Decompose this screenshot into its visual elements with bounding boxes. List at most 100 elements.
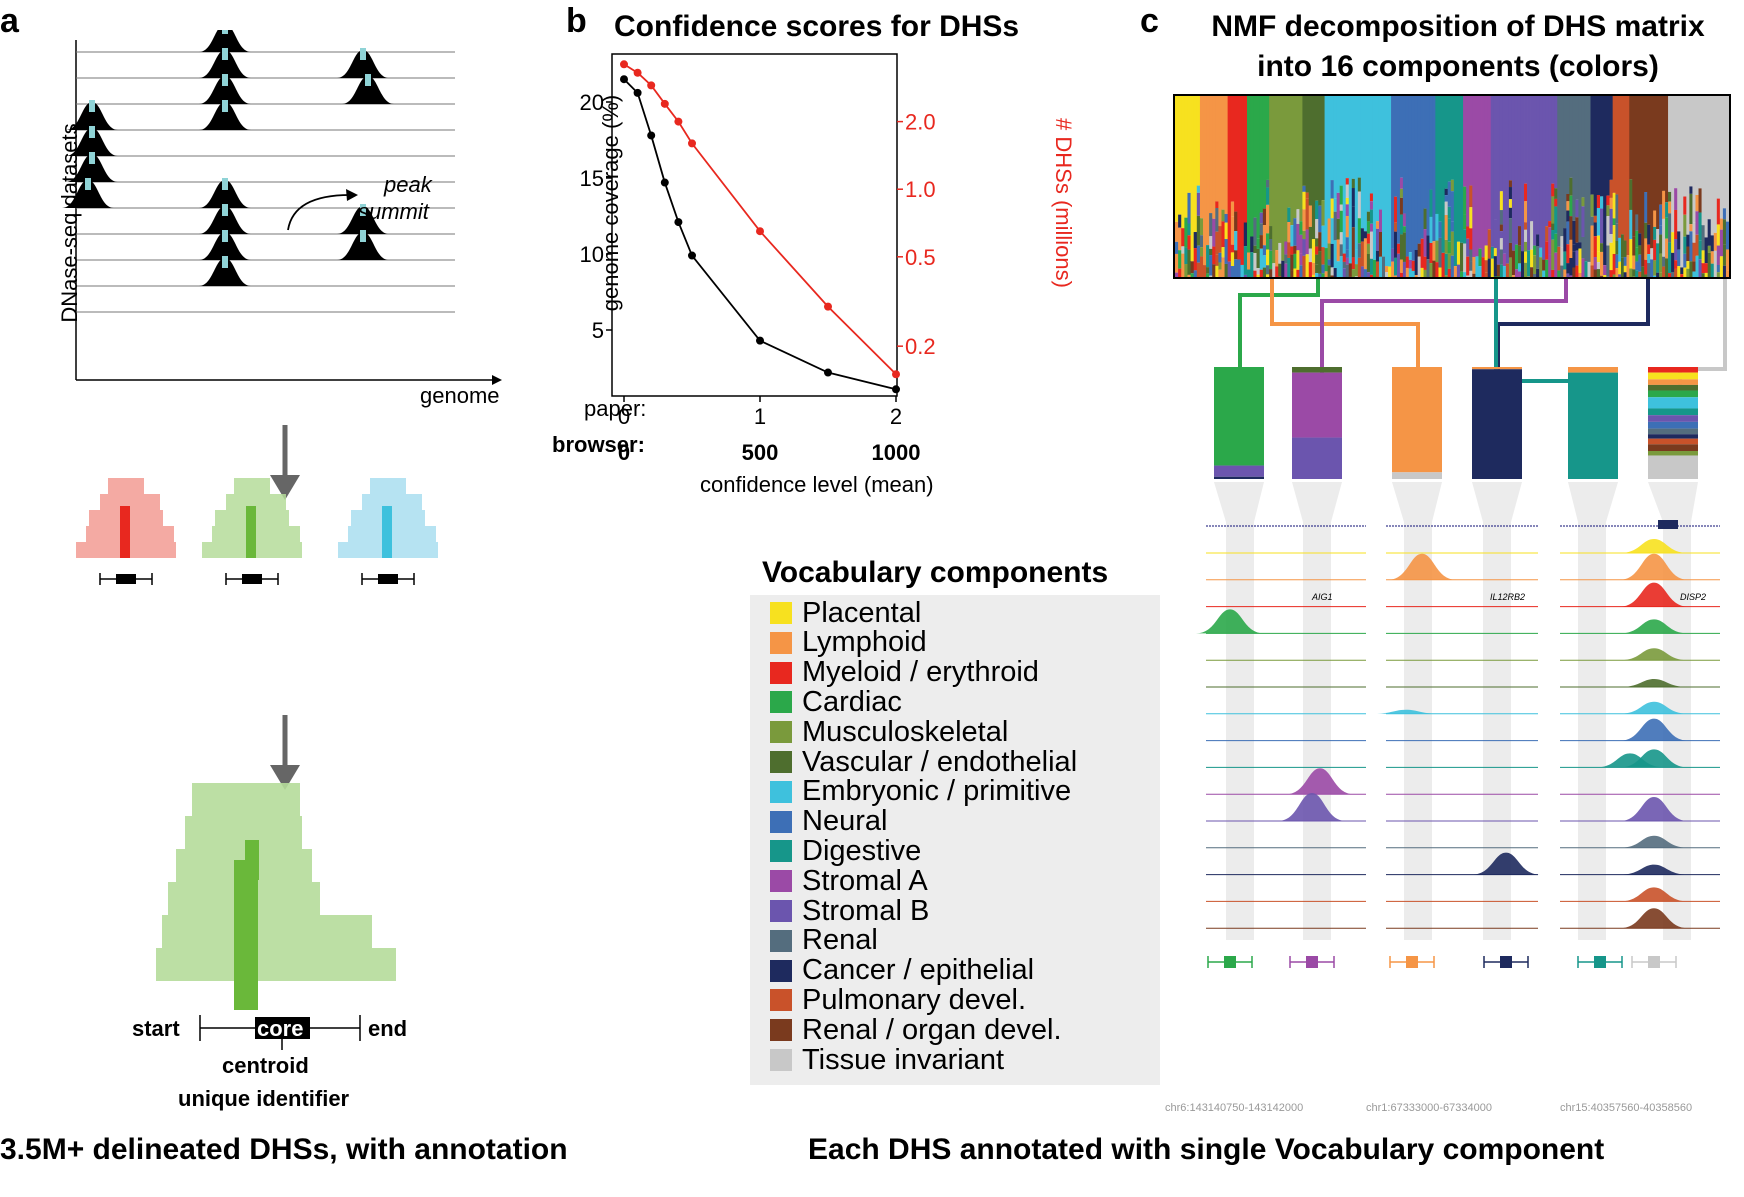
matrix-column-segment [1644, 274, 1648, 277]
matrix-column [1366, 96, 1371, 212]
right-tick-label: 0.2 [905, 334, 936, 359]
matrix-column-segment [1644, 222, 1648, 239]
legend-swatch [770, 900, 792, 922]
matrix-column-segment [1508, 218, 1513, 243]
peak-summit-marker [89, 152, 95, 164]
matrix-column [1514, 96, 1519, 245]
legend-item: Pulmonary devel. [770, 983, 1027, 1016]
matrix-column-segment [1692, 222, 1696, 243]
matrix-column-segment [1272, 263, 1276, 277]
component-bar-segment [1648, 384, 1698, 391]
matrix-column-segment [1199, 218, 1204, 236]
component-bar-segment [1292, 367, 1342, 373]
gene-label-aig1: AIG1 [1312, 592, 1333, 602]
matrix-column-segment [1632, 255, 1636, 270]
matrix-column-segment [1266, 187, 1270, 205]
legend-item: Neural [770, 805, 887, 837]
matrix-column-segment [1187, 249, 1191, 275]
matrix-column-segment [1599, 251, 1604, 276]
matrix-column [1456, 96, 1461, 242]
matrix-column-segment [1402, 213, 1407, 227]
matrix-column [1481, 96, 1486, 258]
matrix-column-segment [1623, 265, 1627, 273]
matrix-column-segment [1375, 261, 1380, 277]
matrix-column-segment [1315, 238, 1319, 247]
matrix-column-segment [1653, 210, 1657, 227]
matrix-column [1234, 96, 1238, 212]
matrix-column [1215, 96, 1219, 202]
matrix-column [1423, 96, 1427, 209]
matrix-column-segment [1221, 247, 1225, 258]
matrix-column-segment [1674, 268, 1678, 277]
legend-item: Myeloid / erythroid [770, 656, 1039, 689]
matrix-column-segment [1656, 228, 1660, 244]
matrix-column-segment [1472, 256, 1476, 274]
legend-label: Lymphoid [802, 626, 927, 659]
matrix-column-segment [1644, 192, 1648, 223]
matrix-column-segment [1234, 211, 1238, 232]
component-bar-segment [1392, 472, 1442, 479]
matrix-column-segment [1659, 272, 1663, 277]
matrix-column-segment [1572, 267, 1576, 277]
matrix-column-segment [1542, 259, 1546, 271]
peak-summit-marker [222, 74, 228, 86]
matrix-column-segment [1296, 209, 1300, 224]
peak-shape [337, 50, 389, 78]
matrix-column-segment [1221, 221, 1225, 248]
component-bar-segment [1648, 390, 1698, 398]
matrix-column-segment [1650, 248, 1654, 260]
matrix-column-segment [1638, 245, 1642, 255]
matrix-column-segment [1545, 259, 1549, 277]
matrix-column [1196, 96, 1201, 186]
matrix-column-segment [1345, 249, 1350, 258]
matrix-column-segment [1695, 234, 1699, 256]
matrix-column-segment [1524, 229, 1528, 242]
matrix-column-segment [1423, 269, 1427, 277]
dhs-count-point [892, 370, 900, 379]
matrix-column-segment [1566, 210, 1570, 222]
matrix-column-segment [1196, 262, 1201, 277]
matrix-column-segment [1181, 228, 1185, 247]
matrix-column-segment [1315, 219, 1319, 239]
legend-label: Myeloid / erythroid [802, 656, 1039, 689]
matrix-column-segment [1444, 253, 1449, 276]
matrix-column-segment [1566, 273, 1570, 277]
matrix-column-segment [1609, 270, 1614, 277]
matrix-column-segment [1330, 180, 1335, 199]
matrix-column-segment [1551, 183, 1555, 197]
matrix-column-segment [1351, 227, 1356, 258]
matrix-column [1493, 96, 1498, 220]
matrix-column-segment [1569, 275, 1573, 277]
stack-core [246, 506, 256, 558]
legend-label: Pulmonary devel. [802, 983, 1027, 1016]
matrix-column [1707, 96, 1712, 220]
dhs-count-point [660, 99, 669, 108]
matrix-column-segment [1554, 252, 1558, 277]
legend-label: Embryonic / primitive [802, 775, 1072, 808]
matrix-column-segment [1698, 259, 1702, 277]
matrix-column [1557, 96, 1561, 247]
gene-exon [1658, 520, 1678, 529]
matrix-column-segment [1275, 250, 1279, 267]
matrix-column-segment [1417, 243, 1422, 257]
matrix-column-segment [1396, 243, 1401, 254]
gene-label-disp2: DISP2 [1680, 592, 1707, 602]
matrix-column-segment [1707, 245, 1712, 253]
matrix-column-segment [1463, 186, 1467, 215]
matrix-column-segment [1256, 274, 1261, 277]
matrix-column-segment [1533, 274, 1537, 277]
matrix-column [1659, 96, 1663, 205]
matrix-column-segment [1259, 269, 1264, 277]
matrix-column-segment [1345, 197, 1350, 205]
matrix-column-segment [1606, 245, 1610, 277]
matrix-column-segment [1339, 256, 1344, 277]
start-label: start [132, 1016, 180, 1041]
matrix-column-segment [1357, 218, 1362, 244]
matrix-column-segment [1209, 236, 1213, 249]
matrix-column-segment [1508, 207, 1513, 219]
matrix-column-segment [1659, 204, 1663, 226]
matrix-column-segment [1674, 209, 1678, 240]
matrix-column-segment [1713, 208, 1718, 233]
matrix-column-segment [1318, 232, 1322, 252]
matrix-column-segment [1447, 206, 1452, 219]
